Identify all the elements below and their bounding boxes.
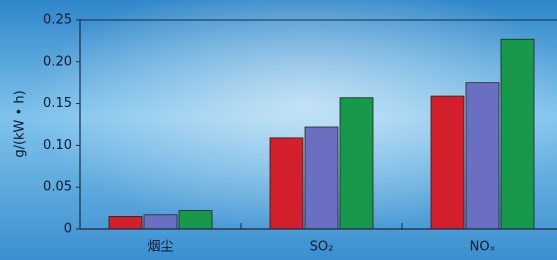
- y-tick-label: 0.10: [43, 138, 72, 153]
- bar: [144, 215, 177, 229]
- bar: [179, 211, 212, 229]
- y-tick-label: 0.15: [43, 96, 72, 111]
- page: {"chart_data": {"type": "bar", "y_label"…: [0, 0, 557, 260]
- bar: [501, 39, 534, 229]
- x-tick-label: SO₂: [310, 240, 334, 255]
- x-tick-label: 烟尘: [147, 240, 173, 255]
- bar: [466, 83, 499, 229]
- bar: [270, 138, 303, 229]
- y-tick-label: 0: [64, 222, 72, 237]
- bar: [109, 216, 142, 229]
- x-tick-label: NOₓ: [470, 240, 496, 255]
- bar: [340, 98, 373, 229]
- bar: [305, 127, 338, 229]
- y-tick-label: 0.25: [43, 13, 72, 28]
- bar: [431, 96, 464, 229]
- y-tick-label: 0.20: [43, 54, 72, 69]
- y-axis-label: g/(kW • h): [13, 90, 28, 157]
- chart: g/(kW • h) 0 0.05 0.10 0.15 0.20 0.25 烟尘 SO₂ NOₓ: [0, 0, 557, 260]
- y-tick-label: 0.05: [43, 180, 72, 195]
